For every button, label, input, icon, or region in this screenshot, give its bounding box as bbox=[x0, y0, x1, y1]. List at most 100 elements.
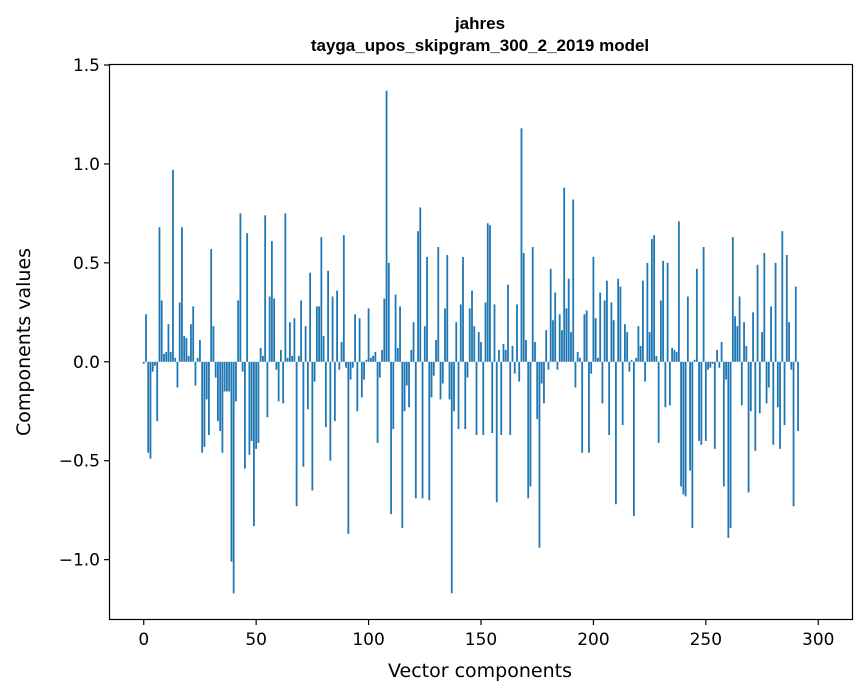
bar-28 bbox=[205, 361, 208, 400]
bar-257 bbox=[720, 342, 723, 362]
bar-14 bbox=[174, 357, 177, 362]
x-tick-label: 300 bbox=[802, 630, 834, 650]
bar-3 bbox=[149, 361, 152, 459]
bar-91 bbox=[347, 361, 350, 534]
bar-236 bbox=[673, 349, 676, 362]
bar-225 bbox=[648, 332, 651, 362]
bar-17 bbox=[181, 227, 183, 362]
bar-197 bbox=[585, 310, 588, 362]
bar-32 bbox=[214, 361, 217, 378]
bar-83 bbox=[329, 361, 332, 461]
bar-64 bbox=[286, 357, 289, 362]
bar-50 bbox=[255, 361, 258, 449]
bar-268 bbox=[745, 345, 748, 362]
bar-246 bbox=[695, 268, 698, 362]
bar-139 bbox=[455, 322, 458, 362]
bar-23 bbox=[194, 361, 197, 386]
x-tick-label: 250 bbox=[690, 630, 722, 650]
bar-61 bbox=[279, 349, 282, 362]
bar-15 bbox=[176, 361, 179, 388]
bar-284 bbox=[781, 231, 784, 362]
bar-176 bbox=[538, 361, 541, 548]
bar-261 bbox=[729, 361, 732, 528]
bar-247 bbox=[698, 361, 700, 441]
bar-44 bbox=[241, 361, 244, 372]
bar-209 bbox=[612, 320, 615, 362]
bar-272 bbox=[754, 361, 757, 451]
bar-94 bbox=[354, 314, 356, 362]
bar-179 bbox=[545, 330, 548, 362]
bar-96 bbox=[358, 318, 361, 362]
bars-group bbox=[142, 90, 799, 594]
bar-100 bbox=[367, 308, 370, 362]
bar-95 bbox=[356, 361, 359, 412]
bar-251 bbox=[707, 361, 709, 370]
bar-124 bbox=[421, 361, 424, 499]
bar-102 bbox=[372, 355, 374, 362]
bar-214 bbox=[624, 324, 626, 362]
y-tick-label: 0.0 bbox=[73, 353, 100, 373]
bar-93 bbox=[351, 361, 354, 368]
bar-112 bbox=[394, 294, 397, 362]
bar-287 bbox=[788, 322, 790, 362]
bar-147 bbox=[473, 326, 476, 362]
bar-191 bbox=[572, 199, 575, 362]
bar-258 bbox=[722, 361, 725, 487]
bar-140 bbox=[457, 361, 460, 430]
bar-46 bbox=[246, 233, 249, 362]
bar-45 bbox=[244, 361, 246, 469]
bar-92 bbox=[349, 361, 352, 380]
bar-68 bbox=[295, 361, 298, 507]
bar-164 bbox=[511, 345, 514, 362]
bar-67 bbox=[293, 318, 296, 362]
bar-217 bbox=[630, 359, 633, 362]
bar-40 bbox=[232, 361, 235, 594]
bar-116 bbox=[403, 361, 406, 412]
bar-113 bbox=[396, 347, 399, 362]
bar-289 bbox=[792, 361, 795, 507]
bar-211 bbox=[617, 278, 620, 362]
bar-115 bbox=[401, 361, 404, 528]
bar-37 bbox=[226, 361, 228, 392]
bar-174 bbox=[534, 342, 536, 362]
bar-70 bbox=[300, 300, 303, 362]
bar-153 bbox=[486, 223, 489, 362]
bar-270 bbox=[749, 361, 752, 412]
bar-269 bbox=[747, 361, 750, 493]
bar-53 bbox=[262, 355, 264, 362]
bar-275 bbox=[761, 332, 763, 362]
y-tick-label: 1.5 bbox=[73, 56, 100, 76]
bar-189 bbox=[567, 278, 570, 362]
bar-89 bbox=[342, 235, 345, 362]
y-tick-label: −1.0 bbox=[59, 551, 100, 571]
bar-252 bbox=[709, 361, 712, 368]
bar-57 bbox=[270, 241, 273, 362]
bar-254 bbox=[713, 361, 716, 449]
bar-4 bbox=[151, 361, 154, 372]
bar-168 bbox=[520, 128, 523, 362]
bar-128 bbox=[430, 361, 433, 398]
bar-231 bbox=[662, 260, 665, 362]
bar-145 bbox=[468, 308, 471, 362]
bar-248 bbox=[700, 361, 703, 445]
bar-282 bbox=[776, 361, 779, 408]
bar-25 bbox=[199, 340, 201, 362]
bar-288 bbox=[790, 361, 793, 370]
bar-110 bbox=[390, 361, 392, 515]
bar-131 bbox=[437, 247, 440, 362]
bar-212 bbox=[619, 286, 622, 362]
bar-69 bbox=[297, 355, 300, 362]
bar-65 bbox=[288, 322, 291, 362]
bar-205 bbox=[603, 300, 606, 362]
bar-171 bbox=[527, 361, 530, 499]
bar-169 bbox=[522, 252, 525, 362]
bar-85 bbox=[333, 361, 336, 422]
bar-265 bbox=[738, 296, 741, 362]
bar-29 bbox=[208, 361, 210, 435]
bar-195 bbox=[581, 361, 584, 453]
bar-155 bbox=[491, 361, 494, 434]
bar-55 bbox=[266, 361, 269, 418]
bar-208 bbox=[610, 302, 613, 362]
bar-203 bbox=[599, 292, 602, 362]
bar-106 bbox=[381, 349, 383, 362]
